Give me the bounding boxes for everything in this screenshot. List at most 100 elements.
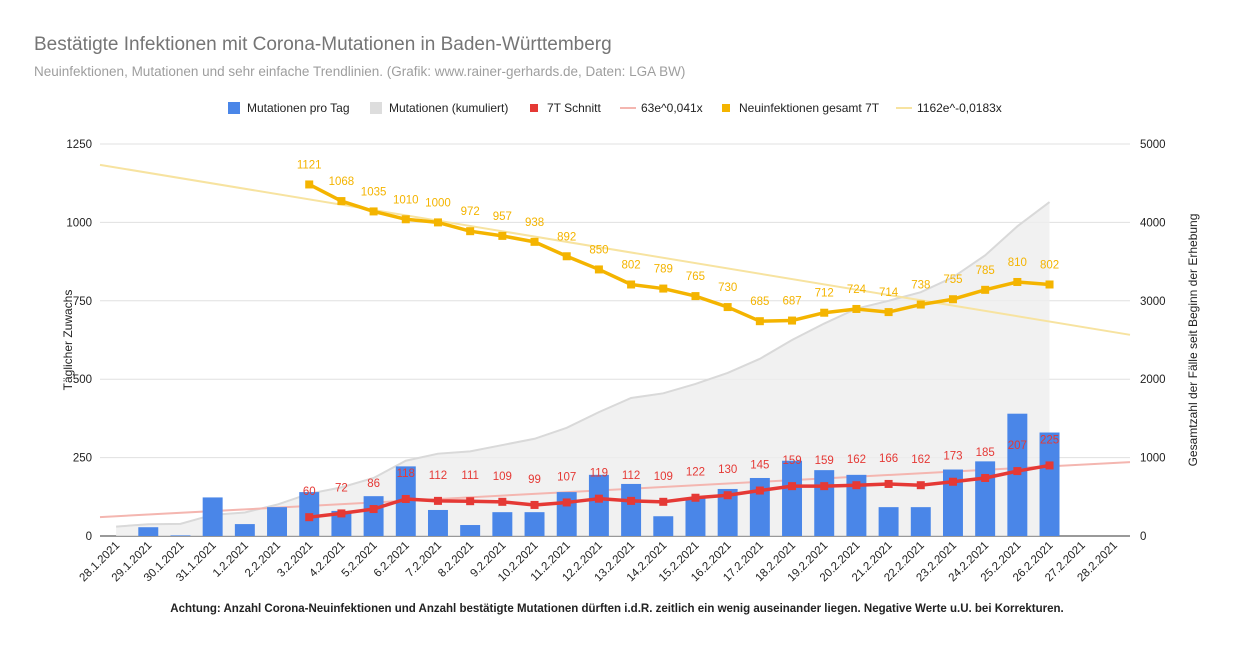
avg7-point <box>466 497 475 506</box>
y-right-tick-label: 0 <box>1140 531 1146 543</box>
y-right-tick-label: 1000 <box>1140 453 1166 465</box>
avg7-data-label: 145 <box>750 460 769 472</box>
new7-data-label: 785 <box>976 265 995 277</box>
cumulative-area-fill <box>116 202 1050 537</box>
data-labels: 60 72 86 118 112 111 109 99 107 119 112 109 122 130 14… <box>297 159 1059 498</box>
y-right-tick-label: 4000 <box>1140 217 1166 229</box>
new7-point <box>788 316 797 325</box>
new7-point <box>466 227 475 236</box>
bar <box>782 460 803 536</box>
legend-label: Neuinfektionen gesamt 7T <box>739 101 880 115</box>
new7-point <box>562 252 571 261</box>
bar <box>138 527 159 536</box>
new7-data-label: 938 <box>525 217 544 229</box>
cumulative-area-line <box>116 201 1051 528</box>
bar <box>910 507 931 536</box>
avg7-point <box>788 482 797 491</box>
new7-point <box>723 303 732 312</box>
new7-point <box>498 231 507 240</box>
legend: Mutationen pro Tag Mutationen (kumuliert)… <box>228 101 1002 115</box>
avg7-point <box>884 479 893 488</box>
avg7-data-label: 107 <box>557 471 576 483</box>
new7-data-label: 850 <box>589 244 608 256</box>
new7-point <box>401 215 410 224</box>
avg7-data-label: 159 <box>815 455 834 467</box>
new7-point <box>530 237 539 246</box>
avg7-point <box>305 513 314 522</box>
trendline-new-infections <box>99 163 1131 336</box>
avg7-point <box>594 494 603 503</box>
new7-data-label: 802 <box>1040 259 1059 271</box>
new7-data-label: 810 <box>1008 257 1027 269</box>
new7-point <box>337 197 346 206</box>
avg7-data-label: 99 <box>528 474 541 486</box>
avg7-data-label: 162 <box>911 454 930 466</box>
new7-point <box>627 280 636 289</box>
new7-data-label: 1068 <box>329 176 355 188</box>
avg7-point <box>755 486 764 495</box>
bar <box>524 512 545 536</box>
avg7-data-label: 185 <box>976 447 995 459</box>
avg7-data-label: 86 <box>367 478 380 490</box>
bar <box>942 469 963 536</box>
y-left-tick-label: 0 <box>86 531 92 543</box>
avg7-point <box>627 496 636 505</box>
bar <box>331 510 352 536</box>
bar <box>1039 432 1060 536</box>
y-right-tick-label: 5000 <box>1140 139 1166 151</box>
new7-point <box>369 207 378 216</box>
new7-point <box>305 180 314 189</box>
legend-swatch <box>370 102 382 114</box>
bar <box>460 525 481 536</box>
legend-swatch <box>530 104 538 112</box>
avg7-point <box>337 509 346 518</box>
new7-point <box>691 292 700 301</box>
bar <box>717 488 738 536</box>
legend-label: 1162e^-0,0183x <box>917 101 1002 115</box>
line-series <box>305 180 1054 522</box>
avg7-point <box>433 496 442 505</box>
new7-data-label: 685 <box>750 296 769 308</box>
avg7-point <box>1013 467 1022 476</box>
bar <box>202 497 223 536</box>
bar <box>846 474 867 536</box>
avg7-point <box>948 477 957 486</box>
new7-line <box>308 182 1050 323</box>
avg7-data-label: 60 <box>303 486 316 498</box>
avg7-point <box>562 498 571 507</box>
legend-label: Mutationen (kumuliert) <box>389 101 508 115</box>
bar <box>653 516 674 536</box>
legend-swatch <box>228 102 240 114</box>
avg7-data-label: 112 <box>622 470 640 482</box>
new7-data-label: 789 <box>654 264 673 276</box>
y-left-tick-label: 1250 <box>66 139 92 151</box>
y-left-axis-title: Täglicher Zuwachs <box>61 290 75 391</box>
bar <box>685 497 706 536</box>
avg7-data-label: 109 <box>654 471 673 483</box>
bar <box>363 496 384 536</box>
avg7-point <box>401 494 410 503</box>
avg7-data-label: 109 <box>493 471 512 483</box>
new7-point <box>594 265 603 274</box>
y-right-tick-label: 3000 <box>1140 296 1166 308</box>
new7-point <box>1013 277 1022 286</box>
avg7-data-label: 207 <box>1008 440 1027 452</box>
y-right-tick-label: 2000 <box>1140 374 1166 386</box>
new7-data-label: 730 <box>718 282 737 294</box>
bar <box>878 507 899 536</box>
new7-data-label: 1035 <box>361 186 387 198</box>
new7-data-label: 755 <box>943 274 962 286</box>
cumulative-area-series <box>116 201 1051 537</box>
y-left-tick-label: 250 <box>73 453 92 465</box>
avg7-data-label: 112 <box>429 470 447 482</box>
legend-swatch <box>722 104 730 112</box>
new7-point <box>884 308 893 317</box>
avg7-data-label: 119 <box>590 468 608 480</box>
chart-title: Bestätigte Infektionen mit Corona-Mutati… <box>34 34 612 55</box>
avg7-point <box>916 481 925 490</box>
y-left-tick-label: 1000 <box>66 217 92 229</box>
bar <box>814 470 835 536</box>
avg7-point <box>1045 461 1054 470</box>
new7-data-label: 687 <box>782 296 801 308</box>
